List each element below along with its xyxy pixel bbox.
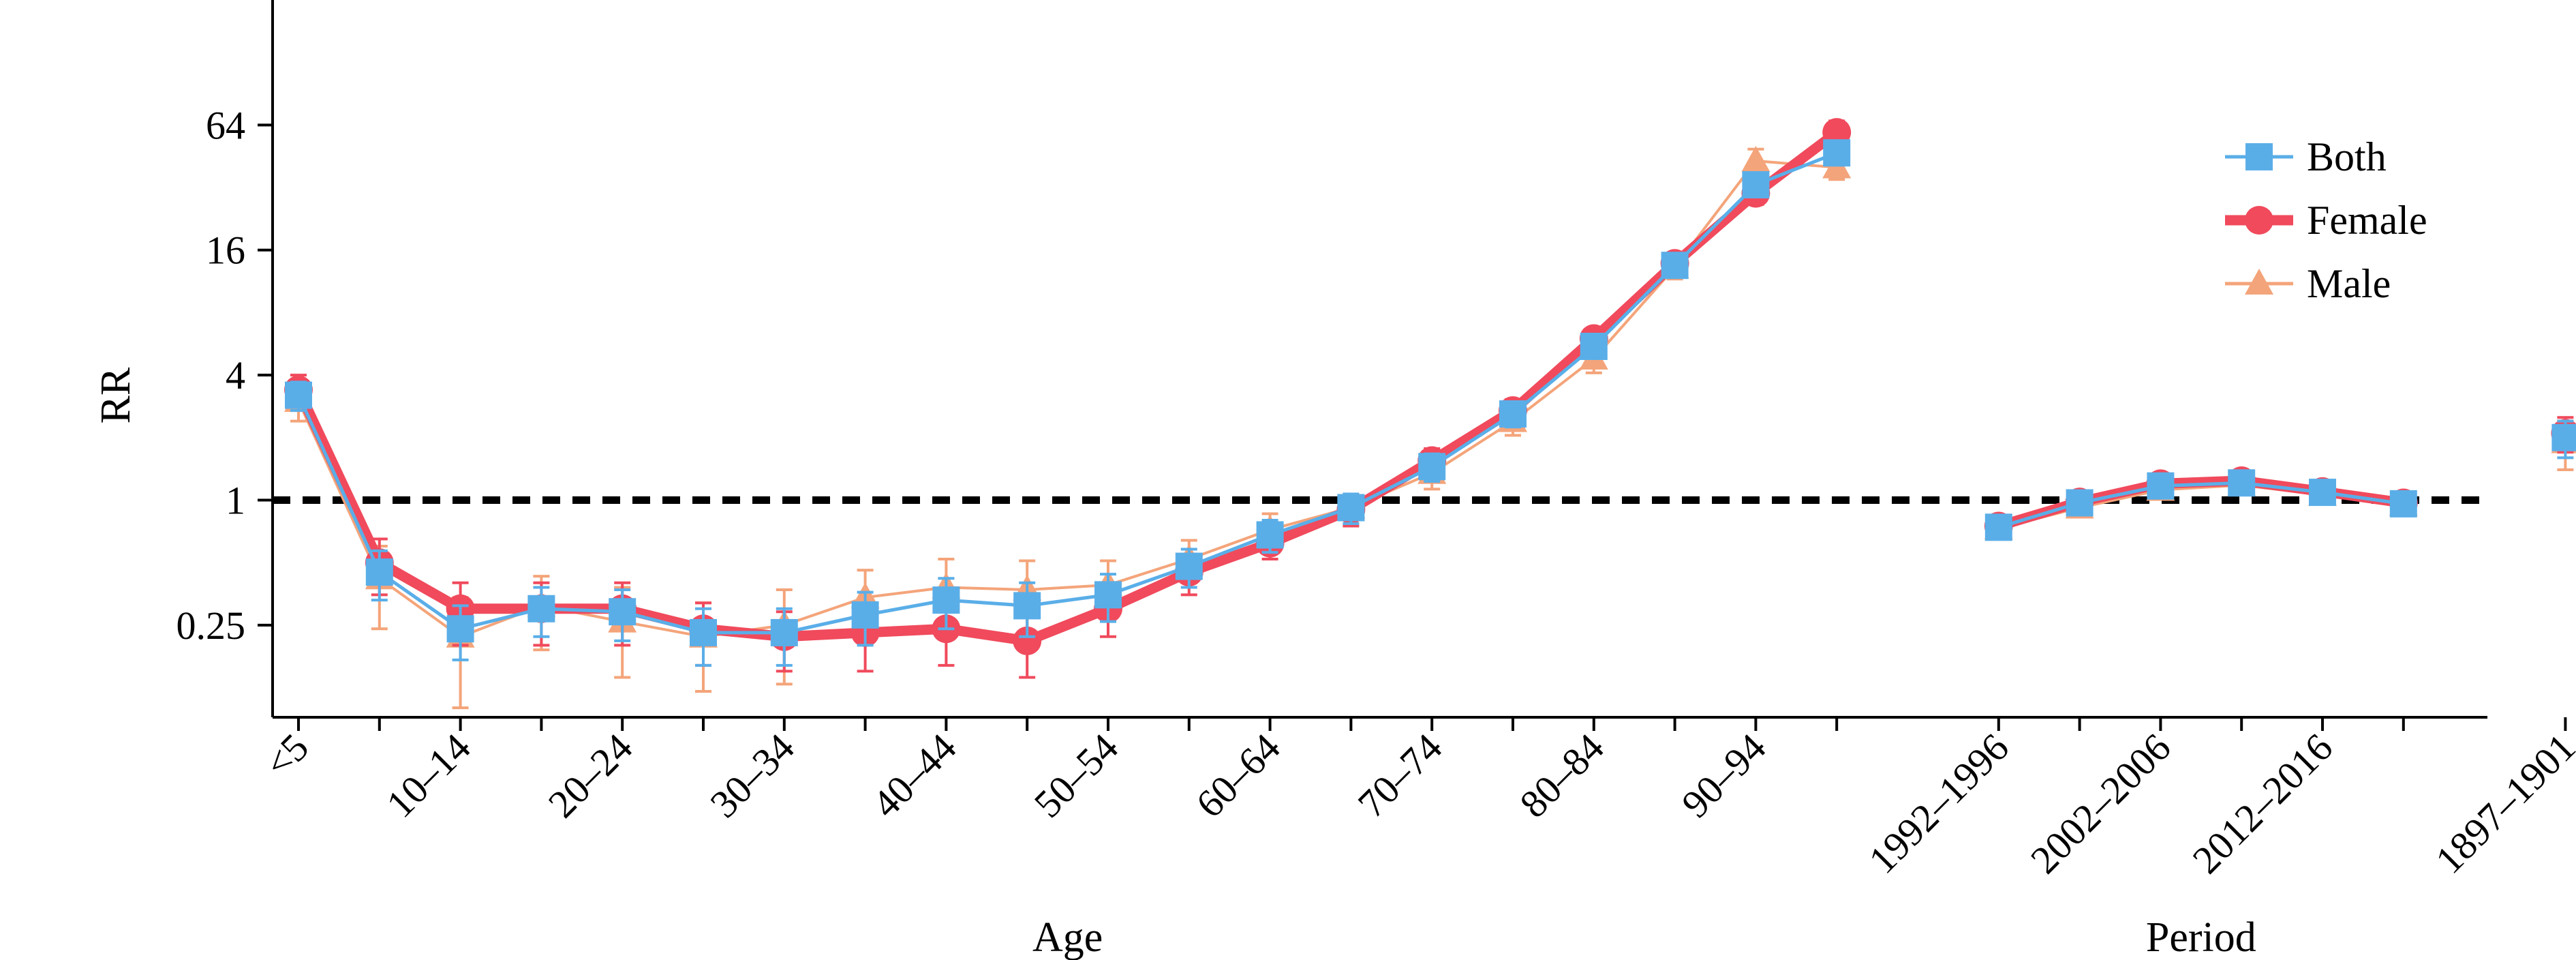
x-tick-labels: <5 10–14 20–24 30–34 40–44 50–54 60–64 70–74 80–… xyxy=(256,717,2576,960)
point-both xyxy=(1499,400,1527,428)
point-both xyxy=(1013,592,1041,620)
x-tick-label: 70–74 xyxy=(1349,725,1450,826)
legend-marker-circle xyxy=(2245,206,2273,235)
x-tick-label: 2012–2016 xyxy=(2184,725,2342,882)
panel-label-age: Age xyxy=(1032,914,1103,960)
point-both xyxy=(690,618,717,646)
point-both xyxy=(527,595,555,622)
y-tick-label: 4 xyxy=(226,353,245,397)
point-both xyxy=(2551,423,2576,451)
point-both xyxy=(1094,581,1122,609)
point-female xyxy=(1013,626,1042,655)
line-female-age xyxy=(294,128,1840,646)
y-axis-title: RR xyxy=(93,367,139,423)
point-both xyxy=(1661,252,1689,280)
x-tick-label: 10–14 xyxy=(378,725,478,826)
line-both-age xyxy=(296,151,1838,635)
y-tick-label: 1 xyxy=(226,478,245,522)
line-male-age xyxy=(297,159,1837,638)
y-tick-label: 64 xyxy=(206,103,245,147)
legend-label: Female xyxy=(2307,198,2427,243)
x-tick-label: 2002–2006 xyxy=(2022,725,2179,882)
legend-item-both: Both xyxy=(2225,134,2387,179)
point-both xyxy=(770,618,798,646)
legend-marker-square xyxy=(2245,143,2273,170)
point-both xyxy=(1823,139,1851,167)
point-male xyxy=(1741,145,1770,172)
point-both xyxy=(2309,479,2336,507)
legend-label: Male xyxy=(2307,261,2391,306)
point-both xyxy=(2066,489,2094,517)
point-both xyxy=(1580,332,1608,360)
legend: Both Female Male xyxy=(2225,134,2427,306)
point-both xyxy=(446,615,474,643)
point-both xyxy=(1256,521,1284,549)
x-tick-label: <5 xyxy=(256,725,318,786)
series-male xyxy=(284,145,2576,710)
x-tick-label: 1897–1901 xyxy=(2427,725,2576,882)
x-tick-label: 80–84 xyxy=(1512,725,1612,826)
x-tick-label: 60–64 xyxy=(1187,725,1288,826)
legend-item-male: Male xyxy=(2225,261,2391,306)
axes-layer: RR 0.25 1 4 16 64 xyxy=(93,0,2487,719)
x-tick-label: 1992–1996 xyxy=(1860,725,2017,882)
legend-marker-triangle xyxy=(2245,269,2273,295)
legend-item-female: Female xyxy=(2225,198,2427,243)
x-tick-label: 30–34 xyxy=(702,725,803,826)
point-both xyxy=(285,381,312,409)
point-both xyxy=(365,558,393,586)
point-both xyxy=(1742,170,1770,198)
point-both xyxy=(1337,494,1365,522)
series-layer xyxy=(284,118,2576,710)
point-both xyxy=(1984,513,2012,541)
point-both xyxy=(1418,453,1446,481)
point-both xyxy=(2389,490,2417,518)
point-both xyxy=(1175,552,1203,580)
x-tick-label: 90–94 xyxy=(1673,725,1774,826)
x-tick-label: 40–44 xyxy=(863,725,964,826)
series-both xyxy=(285,139,2576,667)
x-tick-label: 20–24 xyxy=(540,725,641,826)
point-both xyxy=(851,601,879,629)
point-both xyxy=(609,598,637,626)
point-both xyxy=(932,586,960,614)
y-tick-label: 16 xyxy=(206,228,245,273)
y-tick-label: 0.25 xyxy=(177,603,246,648)
x-tick-label: 50–54 xyxy=(1026,725,1126,826)
point-both xyxy=(2228,469,2256,497)
point-both xyxy=(2147,472,2175,500)
panel-label-period: Period xyxy=(2146,914,2256,960)
legend-label: Both xyxy=(2307,134,2387,179)
